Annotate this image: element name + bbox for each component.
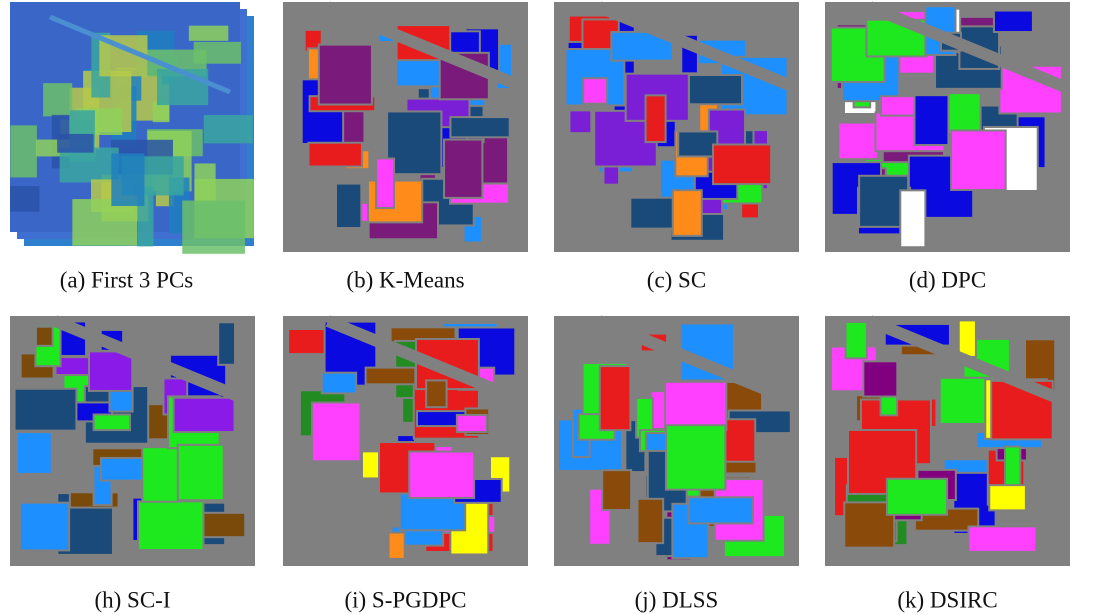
panel: [554, 1, 799, 252]
class-region: [687, 496, 754, 525]
class-region: [176, 443, 225, 502]
class-region: [425, 379, 448, 409]
class-region: [443, 138, 484, 199]
class-region: [688, 73, 744, 106]
class-region: [386, 110, 443, 176]
class-region: [136, 500, 205, 552]
caption: (a) First 3 PCs: [60, 267, 194, 292]
panel: [825, 315, 1070, 566]
caption: (d) DPC: [909, 267, 986, 292]
class-region: [992, 9, 1034, 34]
image-region: [72, 199, 138, 246]
class-region: [375, 157, 396, 209]
class-region: [885, 477, 949, 516]
class-region: [913, 94, 950, 147]
class-region: [644, 94, 667, 144]
class-region: [92, 413, 132, 432]
class-region: [843, 501, 896, 549]
class-region: [957, 319, 977, 358]
class-region: [967, 525, 1038, 553]
caption: (i) S-PGDPC: [344, 587, 466, 612]
class-region: [13, 387, 78, 432]
class-region: [364, 366, 417, 386]
class-region: [455, 413, 488, 434]
image-region: [43, 83, 73, 117]
class-region: [172, 396, 236, 434]
image-diagonal: [867, 315, 1068, 407]
caption: (b) K-Means: [346, 267, 464, 292]
image-region: [203, 115, 253, 144]
image-region: [10, 186, 40, 212]
class-region: [310, 401, 362, 463]
class-region: [408, 450, 476, 500]
class-region: [568, 109, 593, 135]
class-region: [449, 116, 511, 139]
image-diagonal: [596, 315, 797, 407]
class-region: [334, 182, 363, 230]
class-region: [582, 77, 609, 105]
class-region: [601, 469, 633, 511]
image-diagonal: [325, 1, 526, 93]
image-region: [111, 153, 145, 206]
class-region: [15, 431, 53, 475]
class-region: [938, 376, 992, 425]
class-region: [899, 189, 927, 249]
class-region: [950, 129, 1007, 191]
image-diagonal: [867, 1, 1068, 93]
class-region: [671, 189, 703, 237]
image-region: [188, 25, 229, 41]
panel: [554, 315, 799, 566]
panel: [10, 315, 255, 566]
panel: [10, 2, 254, 254]
panel: [825, 1, 1070, 252]
class-region: [664, 380, 728, 431]
class-region: [862, 360, 899, 398]
class-region: [677, 130, 719, 158]
image-diagonal: [49, 14, 231, 95]
class-region: [307, 141, 363, 168]
caption: (h) SC-I: [94, 587, 170, 612]
class-region: [387, 531, 406, 560]
class-region: [87, 350, 134, 392]
class-region: [712, 143, 773, 186]
panel: [283, 1, 528, 252]
class-region: [317, 43, 373, 106]
class-region: [217, 321, 237, 366]
image-region: [57, 133, 94, 153]
panel: [283, 315, 528, 566]
image-region: [193, 41, 241, 64]
class-region: [837, 121, 879, 161]
image-diagonal: [52, 315, 253, 407]
image-region: [152, 101, 170, 123]
class-region: [320, 371, 358, 395]
caption: (c) SC: [647, 267, 706, 292]
class-region: [636, 497, 665, 545]
image-region: [156, 69, 209, 106]
class-region: [34, 325, 54, 347]
image-region: [10, 125, 37, 178]
caption: (j) DLSS: [635, 587, 719, 612]
class-region: [740, 202, 761, 220]
caption: (k) DSIRC: [897, 587, 997, 612]
class-region: [141, 446, 181, 503]
image-region: [182, 200, 245, 254]
class-region: [844, 320, 868, 360]
image-diagonal: [596, 1, 797, 93]
class-region: [988, 484, 1027, 512]
class-region: [598, 365, 632, 432]
class-region: [664, 424, 727, 491]
image-diagonal: [325, 315, 526, 407]
class-region: [18, 501, 71, 552]
class-region: [395, 59, 447, 88]
